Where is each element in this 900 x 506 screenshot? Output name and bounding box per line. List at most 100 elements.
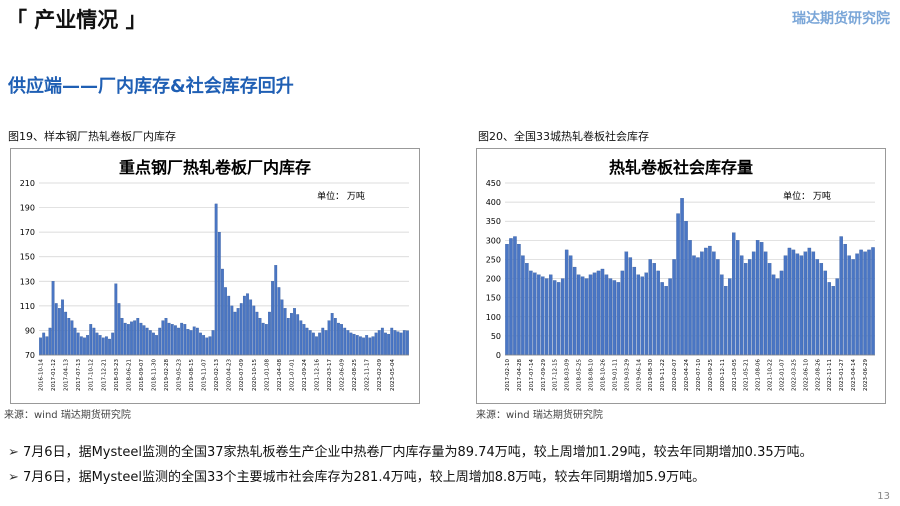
bar — [211, 330, 215, 356]
subtitle: 供应端——厂内库存&社会库存回升 — [8, 76, 294, 97]
x-tick-label: 2022-08-25 — [352, 359, 358, 391]
chart-title: 热轧卷板社会库存量 — [609, 158, 753, 177]
x-tick-label: 2022-03-25 — [791, 359, 797, 391]
bar — [831, 286, 835, 356]
unit-label: 单位： 万吨 — [317, 190, 365, 202]
bar — [258, 317, 262, 356]
caption: 图19、样本钢厂热轧卷板厂内库存 — [8, 130, 176, 143]
bar — [308, 330, 312, 356]
bar — [644, 272, 648, 356]
bar — [791, 249, 796, 356]
bar — [123, 322, 127, 356]
x-tick-label: 2020-09-25 — [708, 359, 714, 391]
bar — [384, 332, 387, 356]
x-tick-label: 2019-02-28 — [164, 359, 170, 391]
bar — [720, 274, 724, 356]
y-tick-label: 70 — [25, 351, 35, 360]
bar — [242, 295, 246, 356]
logo: 瑞达期货研究院 — [792, 11, 890, 27]
bar — [576, 274, 581, 356]
bar — [365, 335, 369, 356]
bullet: 7月6日，据Mysteel监测的全国37家热轧板卷生产企业中热卷厂内库存量为89… — [8, 440, 898, 465]
x-tick-label: 2022-11-11 — [827, 359, 833, 391]
x-tick-label: 2021-03-05 — [732, 359, 738, 391]
bar — [117, 303, 121, 356]
bar — [70, 320, 74, 356]
bar — [545, 278, 549, 356]
bar — [227, 295, 231, 356]
x-tick-label: 2018-09-07 — [139, 359, 145, 391]
bar — [855, 253, 859, 356]
x-tick-label: 2023-01-27 — [839, 359, 845, 391]
bar — [86, 335, 90, 356]
bar — [827, 282, 831, 356]
y-tick-label: 170 — [20, 228, 35, 237]
bar — [767, 263, 772, 356]
x-tick-label: 2023-02-09 — [377, 359, 383, 391]
bar — [167, 322, 171, 356]
x-tick-label: 2018-10-26 — [600, 359, 606, 391]
bar — [640, 276, 644, 356]
bar — [202, 335, 206, 356]
bar — [108, 338, 111, 356]
bar — [120, 317, 124, 356]
bar — [324, 330, 328, 356]
bar — [867, 249, 871, 356]
bar — [101, 337, 105, 356]
unit-label: 单位： 万吨 — [783, 190, 831, 202]
bar — [380, 327, 384, 356]
x-tick-label: 2019-08-30 — [648, 359, 654, 391]
bar — [572, 266, 577, 356]
bar — [45, 336, 49, 356]
header-title: 「 产业情况 」 — [6, 8, 147, 32]
bar — [170, 324, 174, 356]
y-tick-label: 350 — [486, 217, 501, 226]
bar — [346, 330, 350, 356]
bar — [843, 244, 847, 356]
bar — [771, 274, 776, 356]
x-tick-label: 2020-04-23 — [227, 359, 233, 391]
bar — [54, 303, 58, 356]
bar — [48, 327, 52, 356]
bar — [819, 263, 824, 356]
x-tick-label: 2022-06-09 — [340, 359, 346, 391]
bar — [580, 276, 585, 356]
x-tick-label: 2020-10-15 — [252, 359, 258, 391]
bullet: 7月6日，据Mysteel监测的全国33个主要城市社会库存为281.4万吨，较上… — [8, 465, 898, 490]
bar — [133, 320, 137, 356]
bar — [221, 268, 224, 356]
source: 来源：wind 瑞达期货研究院 — [4, 410, 131, 421]
bar — [261, 322, 265, 356]
bar — [362, 337, 365, 356]
bar — [680, 198, 684, 356]
bar — [795, 253, 800, 356]
bar — [305, 327, 309, 356]
bar — [230, 305, 234, 356]
x-tick-label: 2019-01-11 — [612, 359, 618, 391]
bar — [92, 327, 96, 356]
bar — [509, 238, 513, 356]
bar — [664, 286, 668, 356]
bar — [648, 259, 652, 356]
y-tick-label: 200 — [486, 275, 501, 284]
bar — [406, 330, 409, 356]
bar — [541, 276, 545, 356]
bar — [283, 308, 287, 356]
bar — [343, 327, 347, 356]
bar — [293, 308, 296, 356]
bar — [600, 268, 605, 356]
bar — [732, 232, 736, 356]
x-tick-label: 2022-08-26 — [815, 359, 821, 391]
bar — [835, 278, 839, 356]
bar — [668, 278, 672, 356]
bar — [39, 337, 42, 356]
bar — [592, 272, 597, 356]
bar — [89, 324, 93, 356]
bar — [620, 270, 625, 356]
y-tick-label: 90 — [25, 326, 35, 335]
bar — [604, 274, 609, 356]
bar — [556, 282, 561, 356]
bar — [568, 255, 573, 356]
